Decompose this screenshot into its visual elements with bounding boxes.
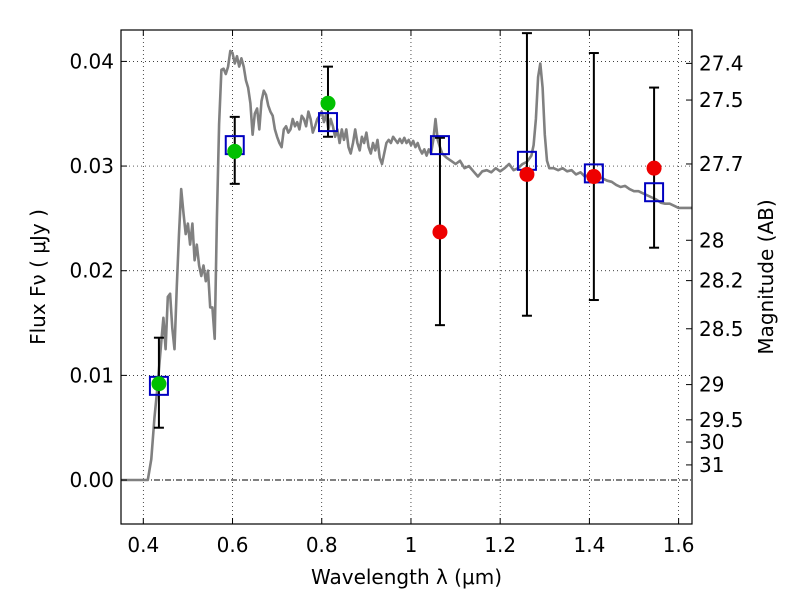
observed-flux-point: [646, 160, 662, 176]
x-tick-label: 1.2: [484, 533, 516, 557]
x-tick-label: 0.4: [127, 533, 159, 557]
x-tick-label: 1: [405, 533, 418, 557]
y-tick-label: 0.02: [69, 259, 114, 283]
x-axis-label: Wavelength λ (μm): [311, 565, 502, 589]
observed-flux-point: [227, 143, 243, 159]
observed-flux-point: [320, 95, 336, 111]
model-flux-square-marker: [317, 112, 338, 133]
magnitude-tick-label: 29: [699, 373, 724, 397]
y-tick-label: 0.01: [69, 363, 114, 387]
model-flux-square-marker: [429, 135, 450, 156]
x-tick-label: 0.8: [306, 533, 338, 557]
x-tick-label: 0.6: [217, 533, 249, 557]
y-tick-label: 0.04: [69, 49, 114, 73]
magnitude-tick-label: 30: [699, 430, 724, 454]
magnitude-tick-label: 28.5: [699, 317, 744, 341]
x-tick-label: 1.6: [663, 533, 695, 557]
magnitude-tick-label: 27.5: [699, 88, 744, 112]
magnitude-tick-label: 31: [699, 453, 724, 477]
magnitude-tick-label: 27.7: [699, 152, 744, 176]
template-spectrum-line: [121, 49, 692, 482]
observed-flux-point: [519, 166, 535, 182]
y-tick-label: 0.03: [69, 154, 114, 178]
observed-flux-point: [151, 376, 167, 392]
model-flux-square-marker: [644, 182, 665, 203]
observed-flux-point: [586, 169, 602, 185]
magnitude-tick-label: 28.2: [699, 269, 744, 293]
magnitude-tick-label: 27.4: [699, 51, 744, 75]
tick-layer: 0.4 0.6 0.8 1 1.2 1.4 1.6 0.00 0.01 0.02 0.03 0.04 2…: [69, 30, 744, 557]
y-axis-label: Flux Fν ( μJy ): [26, 209, 50, 345]
magnitude-axis-label: Magnitude (AB): [754, 199, 778, 354]
plot-area-frame: [120, 29, 693, 525]
magnitude-tick-label: 28: [699, 228, 724, 252]
y-tick-label: 0.00: [69, 468, 114, 492]
data-layer: [121, 32, 692, 482]
observed-flux-point: [432, 224, 448, 240]
magnitude-tick-label: 29.5: [699, 408, 744, 432]
x-tick-label: 1.4: [573, 533, 605, 557]
